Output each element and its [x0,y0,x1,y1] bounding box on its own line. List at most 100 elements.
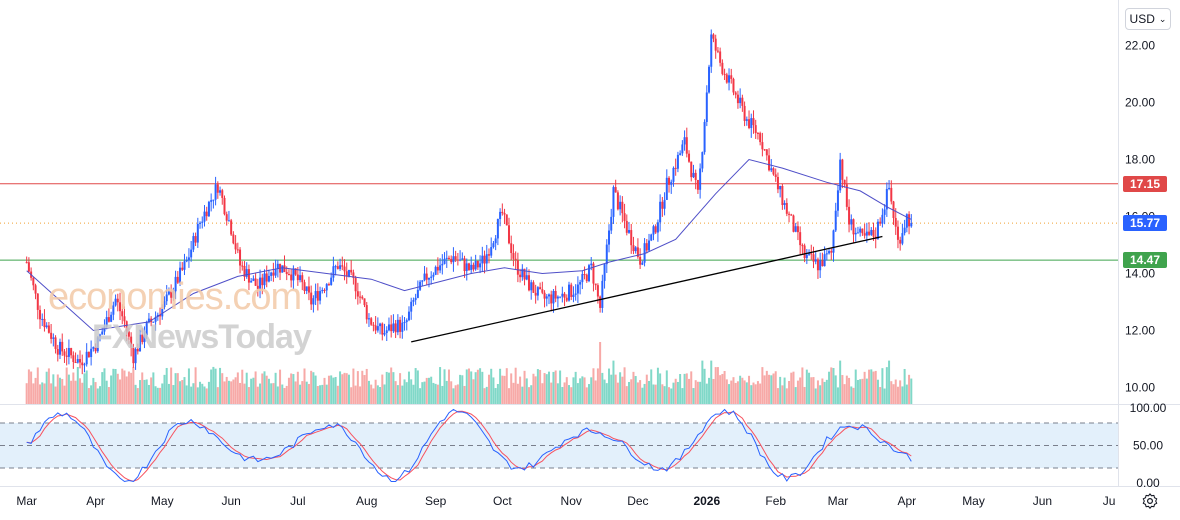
candle-body [332,266,335,278]
candle-body [856,232,859,234]
candle-body [748,119,751,129]
time-tick-label: Nov [561,494,582,508]
volume-bar [794,387,797,404]
volume-bar [394,381,397,404]
candle-body [410,301,413,312]
candle-body [283,265,286,272]
candle-body [245,269,248,277]
candle-body [543,292,546,299]
volume-bar [459,374,462,404]
volume-bar [443,369,446,404]
volume-bar [294,381,297,404]
gear-icon[interactable] [1141,492,1159,510]
candle-body [207,201,210,217]
candle-body [390,324,393,332]
candle-body [830,251,833,253]
candle-body [505,214,508,226]
volume-bar [612,360,615,404]
volume-bar [61,378,64,404]
volume-bar [665,370,668,404]
candle-body [514,258,517,261]
volume-bar [801,367,804,404]
candle-body [859,228,862,233]
candle-body [574,293,577,295]
volume-bar [510,373,513,404]
candle-body [701,152,704,169]
volume-bar [110,375,113,404]
candle-body [47,325,50,333]
time-tick-label: Mar [16,494,37,508]
stochastic-pane [0,408,1118,483]
candle-body [485,254,488,264]
candle-body [281,265,284,273]
candle-body [719,51,722,63]
candle-body [99,334,102,338]
candle-body [794,226,797,232]
candle-body [107,317,110,322]
volume-bar [701,360,704,404]
candle-body [523,268,526,280]
candle-body [594,283,597,286]
volume-bar [412,384,415,404]
volume-bar [259,383,262,404]
volume-bar [516,383,519,404]
volume-bar [299,384,302,404]
candle-body [901,233,904,244]
volume-bar [461,375,464,404]
volume-bar [496,383,499,404]
volume-bar [632,371,635,404]
candle-body [139,334,142,352]
volume-bar [776,388,779,404]
candle-body [585,274,588,282]
candle-body [379,323,382,327]
candle-body [781,185,784,206]
candle-body [176,276,179,283]
volume-bar [492,377,495,404]
volume-bar [639,380,642,404]
volume-bar [376,385,379,404]
candle-body [447,257,450,259]
candle-body [881,214,884,224]
volume-bar [534,376,537,404]
volume-bar [274,372,277,404]
volume-bar [641,387,644,404]
volume-bar [121,368,124,404]
candle-body [588,265,591,282]
volume-bar [736,381,739,404]
volume-bar [628,381,631,404]
candle-body [836,190,839,211]
candle-body [274,269,277,276]
candle-body [272,272,275,276]
volume-bar [52,374,55,404]
volume-bar [267,378,270,404]
candle-body [267,275,270,282]
candle-body [127,331,130,337]
candle-body [201,221,204,223]
volume-bar [76,367,79,404]
volume-bar [279,369,282,404]
candle-body [350,269,353,273]
candle-body [147,318,150,323]
volume-bar [56,374,59,404]
candle-body [239,249,242,266]
volume-bar [321,384,324,404]
candle-body [694,172,697,180]
volume-bar [134,384,137,404]
volume-bar [354,385,357,404]
volume-bar [643,383,646,404]
candle-body [703,121,706,153]
candle-body [461,258,464,260]
candle-body [34,285,37,294]
volume-bar [336,385,339,404]
volume-bar [527,387,530,404]
volume-bar [883,388,886,404]
currency-selector[interactable]: USD ⌄ [1125,8,1171,30]
candle-body [427,277,430,280]
volume-bar [725,379,728,404]
volume-bar [265,375,268,404]
volume-bar [454,385,457,404]
candle-body [372,324,375,326]
volume-bar [112,368,115,404]
